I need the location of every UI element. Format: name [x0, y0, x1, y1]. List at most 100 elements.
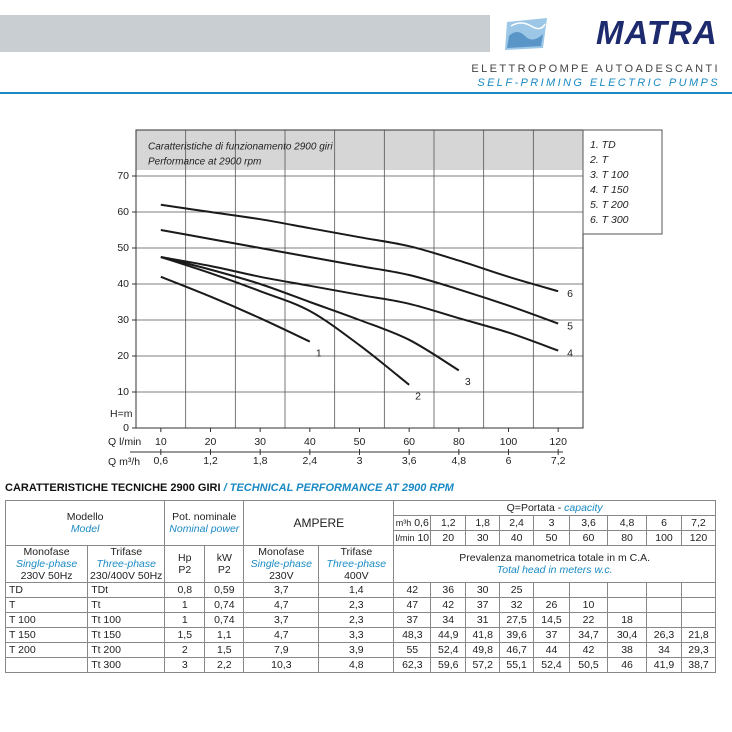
curve-label: 5 [567, 320, 573, 332]
data-cell: 1,4 [318, 582, 395, 598]
legend-entry: 3. T 100 [590, 169, 629, 181]
data-cell [4, 657, 89, 673]
data-cell: T 200 [4, 642, 89, 658]
flow-value: 3,6 [581, 517, 596, 529]
column-header-line: P2 [178, 564, 192, 576]
table-title: CARATTERISTICHE TECNICHE 2900 GIRI / TEC… [5, 482, 454, 494]
data-cell [680, 612, 717, 628]
data-cell: 46 [607, 657, 648, 673]
legend-entry: 6. T 300 [590, 214, 629, 226]
x-tick-label: 50 [354, 436, 366, 448]
curve-label: 2 [415, 391, 421, 403]
data-cell [533, 582, 570, 598]
data-cell: Tt 300 [87, 657, 166, 673]
flow-value: 3 [548, 517, 555, 529]
flow-cell: 1,8 [465, 515, 501, 531]
x2-tick-label: 1,2 [203, 455, 218, 467]
legend-box [582, 129, 663, 235]
data-cell: Tt 100 [87, 612, 166, 628]
data-cell: 42 [430, 597, 467, 613]
data-cell: 18 [607, 612, 648, 628]
flow-value: 0,6 [414, 517, 429, 529]
column-header-line: P2 [217, 564, 231, 576]
table-title-it: CARATTERISTICHE TECNICHE 2900 GIRI [5, 482, 221, 494]
data-cell: 7,9 [243, 642, 320, 658]
data-cell: 4,7 [243, 627, 320, 643]
model-en: Model [70, 523, 100, 535]
model: Modello [66, 511, 104, 523]
data-cell: 3 [164, 657, 206, 673]
x-tick-label: 10 [155, 436, 167, 448]
flow-value: 7,2 [691, 517, 706, 529]
data-cell [607, 597, 648, 613]
column-header-line: kW [216, 552, 232, 564]
data-cell: 26,3 [646, 627, 682, 643]
flow-value: 30 [476, 532, 489, 544]
data-cell: 4,7 [243, 597, 320, 613]
data-cell: 2 [164, 642, 206, 658]
data-cell: 2,3 [318, 597, 395, 613]
curve-label: 1 [316, 347, 322, 359]
data-cell: 48,3 [393, 627, 432, 643]
chart-subtitle: Performance at 2900 rpm [148, 157, 261, 168]
subheader-row: Monofase Single-phase 230V 50Hz Trifase Thre… [4, 545, 716, 583]
data-cell: 59,6 [430, 657, 467, 673]
column-header-line: Three-phase [326, 558, 387, 570]
y-tick-label: 30 [117, 314, 129, 326]
flow-cell: 60 [568, 530, 609, 546]
x-tick-label: 80 [453, 436, 465, 448]
data-cell: Tt [87, 597, 166, 613]
data-cell: 55 [393, 642, 432, 658]
y-tick-label: 50 [117, 242, 129, 254]
logo-mark [505, 18, 547, 50]
head-caption: Prevalenza manometrica totale in m C.A. T… [393, 545, 716, 583]
flow-cell: 120 [680, 530, 717, 546]
curve [160, 203, 559, 293]
unit: m³h [395, 518, 412, 528]
column-header: kW P2 [204, 545, 245, 583]
x-tick-label: 100 [500, 436, 518, 448]
data-cell: 55,1 [499, 657, 535, 673]
power: Pot. nominale [172, 511, 237, 523]
flow-value: 10 [417, 532, 430, 544]
logo: MATRA [596, 14, 718, 51]
data-cell: T 150 [4, 627, 89, 643]
data-cell: 3,7 [243, 612, 320, 628]
chart: 0 10 20 30 40 50 60 70 Caratteristiche di funzio… [108, 129, 663, 468]
data-row: Tt 300 3 2,2 10,3 4,8 62,3 59,6 57,2 55,1 52,4 50,… [4, 657, 717, 673]
flow-value: 4,8 [619, 517, 635, 529]
data-cell: 1 [164, 612, 206, 628]
flow-cell: 3 [533, 515, 570, 531]
flow-cell: 3,6 [568, 515, 609, 531]
x-tick-label: 60 [403, 436, 415, 448]
data-cell: 49,8 [465, 642, 501, 658]
data-row: TD TDt 0,8 0,59 3,7 1,4 42 36 30 25 [4, 582, 717, 598]
table-title-en: / TECHNICAL PERFORMANCE AT 2900 RPM [223, 482, 454, 494]
data-cell: 25 [499, 582, 535, 598]
flow-value: 50 [545, 532, 558, 544]
flow-en: capacity [564, 502, 603, 514]
flow-cell: 1,2 [430, 515, 467, 531]
data-cell: Tt 150 [87, 627, 166, 643]
flow-value: 120 [689, 532, 708, 544]
x2-tick-label: 0,6 [154, 455, 169, 467]
curve [160, 256, 460, 372]
spec-table: Modello Model Pot. nominale Nominal power AM… [4, 500, 717, 673]
column-header-line: Trifase [340, 546, 373, 559]
curve-label: 4 [567, 347, 573, 359]
y-tick-label: 60 [117, 206, 129, 218]
x2-tick-label: 6 [506, 455, 512, 467]
flow-value: 60 [582, 532, 595, 544]
data-cell: TDt [87, 582, 166, 598]
data-cell: 0,59 [204, 582, 245, 598]
header-row: Modello Model Pot. nominale Nominal power AM… [4, 500, 716, 546]
header-rule [0, 92, 732, 94]
data-cell: 30 [465, 582, 501, 598]
data-cell: 0,74 [204, 612, 245, 628]
y-tick-label: 10 [117, 386, 129, 398]
data-cell: 21,8 [680, 627, 717, 643]
flow-cell: 20 [430, 530, 467, 546]
x-tick-label: 30 [254, 436, 266, 448]
data-cell: 42 [568, 642, 609, 658]
data-cell: 0,74 [204, 597, 245, 613]
